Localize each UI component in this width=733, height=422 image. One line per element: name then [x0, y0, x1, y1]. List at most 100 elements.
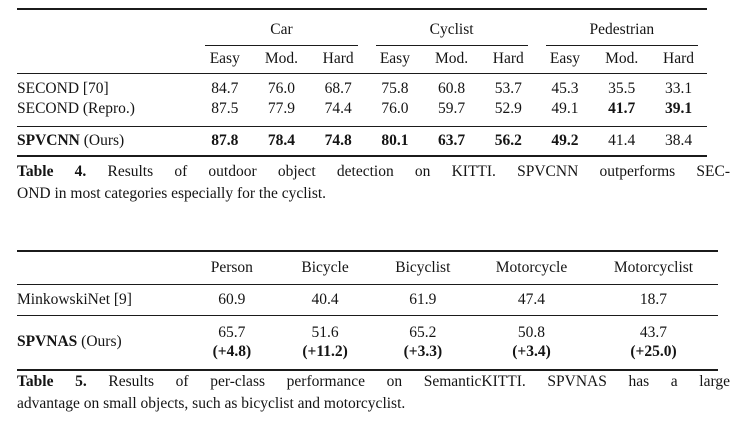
value-cell: 33.1	[664, 80, 693, 97]
value: 43.7	[639, 324, 668, 341]
table4-group-car: Car	[196, 9, 366, 46]
group-label-cyclist: Cyclist	[375, 10, 528, 46]
row-label: MinkowskiNet [9]	[17, 284, 186, 316]
method-suffix: (Ours)	[77, 333, 122, 350]
table-row-second: SECOND [70] 84.7 76.0 68.7 75.8 60.8 53.…	[17, 74, 707, 100]
value-cell: 60.9	[185, 284, 279, 316]
table-row-minkowskinet: MinkowskiNet [9] 60.9 40.4 61.9 47.4 18.…	[17, 284, 718, 316]
table4-caption-text1: Results of outdoor object detection on K…	[86, 163, 730, 180]
group-label-pedestrian: Pedestrian	[545, 10, 698, 46]
value-cell: 59.7	[423, 99, 480, 127]
value-cell: 52.9	[479, 99, 537, 127]
value-cell: 50.8 (+3.4)	[474, 316, 589, 371]
value-cell: 49.1	[536, 99, 594, 127]
col-header: Bicycle	[278, 251, 372, 285]
value-cell: 65.7 (+4.8)	[185, 316, 278, 371]
value-cell: 39.1	[650, 99, 707, 127]
table4-group-pedestrian: Pedestrian	[537, 9, 707, 46]
col-header: Hard	[650, 46, 707, 74]
row-label: SECOND [70]	[17, 80, 109, 97]
value-cell: 56.2	[494, 132, 522, 149]
table4-grid: Car Cyclist Pedestrian Easy Mod. Hard Ea…	[17, 8, 707, 157]
improvement-delta: (+4.8)	[212, 343, 252, 360]
table4: Car Cyclist Pedestrian Easy Mod. Hard Ea…	[17, 8, 707, 157]
col-header: Bicyclist	[371, 251, 475, 285]
table4-corner-cell	[17, 9, 196, 46]
value-cell: 45.3	[551, 80, 579, 97]
value-cell: 41.7	[593, 99, 651, 127]
col-header: Mod.	[253, 46, 310, 74]
method-name: SPVCNN	[17, 132, 80, 149]
improvement-delta: (+25.0)	[630, 343, 677, 360]
value: 51.6	[311, 324, 339, 341]
value-cell: 65.2 (+3.3)	[372, 316, 474, 371]
table5-caption-line1: Table 5. Results of per-class performanc…	[17, 371, 730, 393]
value-cell: 77.9	[253, 99, 310, 127]
table5-grid: Person Bicycle Bicyclist Motorcycle Moto…	[17, 250, 718, 371]
improvement-delta: (+3.4)	[512, 343, 551, 360]
value-cell: 43.7 (+25.0)	[589, 316, 718, 371]
method-suffix: (Ours)	[79, 132, 125, 149]
value-cell: 87.8	[211, 132, 239, 149]
table4-group-header-row: Car Cyclist Pedestrian	[17, 9, 707, 46]
value-cell: 76.0	[267, 80, 296, 97]
table5-caption-tag: Table 5.	[17, 373, 87, 390]
table5-corner-cell	[17, 251, 186, 285]
table5: Person Bicycle Bicyclist Motorcycle Moto…	[17, 250, 718, 371]
value-cell: 63.7	[438, 132, 466, 149]
value-cell: 41.4	[608, 132, 636, 149]
value-cell: 60.8	[438, 80, 466, 97]
table4-group-cyclist: Cyclist	[367, 9, 537, 46]
table-row-second-repro: SECOND (Repro.) 87.5 77.9 74.4 76.0 59.7…	[17, 99, 707, 127]
value: 50.8	[517, 324, 546, 341]
group-label-car: Car	[205, 10, 358, 46]
row-label: SECOND (Repro.)	[17, 99, 197, 127]
col-header: Motorcyclist	[588, 251, 718, 285]
improvement-delta: (+3.3)	[403, 343, 443, 360]
col-header: Mod.	[423, 46, 480, 74]
col-header: Mod.	[593, 46, 651, 74]
value-cell: 18.7	[588, 284, 718, 316]
value-cell: 61.9	[371, 284, 475, 316]
col-header: Easy	[366, 46, 424, 74]
col-header: Motorcycle	[474, 251, 589, 285]
row-label: SPVCNN (Ours)	[17, 127, 196, 157]
table4-caption: Table 4. Results of outdoor object detec…	[17, 161, 730, 204]
value-cell: 51.6 (+11.2)	[278, 316, 371, 371]
table4-caption-line2: OND in most categories especially for th…	[17, 184, 327, 202]
table4-subheader-empty	[17, 46, 197, 74]
value-cell: 78.4	[267, 132, 296, 149]
col-header: Easy	[536, 46, 594, 74]
row-label: SPVNAS (Ours)	[17, 316, 185, 371]
value-cell: 38.4	[664, 132, 693, 149]
method-name: SPVNAS	[17, 333, 78, 350]
value-cell: 75.8	[381, 80, 409, 97]
table-row-spvcnn: SPVCNN (Ours) 87.8 78.4 74.8 80.1 63.7 5…	[17, 127, 707, 157]
value-cell: 49.2	[551, 132, 579, 149]
value-cell: 47.4	[474, 284, 589, 316]
value-cell: 84.7	[211, 80, 239, 97]
value-cell: 35.5	[608, 80, 636, 97]
table-row-spvnas: SPVNAS (Ours) 65.7 (+4.8) 51.6 (+11.2) 6…	[17, 316, 718, 371]
value-cell: 40.4	[278, 284, 372, 316]
value-cell: 74.4	[309, 99, 367, 127]
value-cell: 76.0	[366, 99, 424, 127]
value-cell: 68.7	[324, 80, 352, 97]
table5-header-row: Person Bicycle Bicyclist Motorcycle Moto…	[17, 251, 718, 285]
col-header: Hard	[479, 46, 537, 74]
table4-subheader-row: Easy Mod. Hard Easy Mod. Hard Easy Mod. …	[17, 46, 707, 74]
value-cell: 74.8	[324, 132, 352, 149]
table4-caption-line1: Table 4. Results of outdoor object detec…	[17, 161, 730, 183]
value: 65.2	[409, 324, 437, 341]
improvement-delta: (+11.2)	[302, 343, 348, 360]
table5-caption-text1: Results of per-class performance on Sema…	[86, 373, 730, 390]
value-cell: 80.1	[381, 132, 409, 149]
col-header: Person	[185, 251, 279, 285]
col-header: Easy	[196, 46, 254, 74]
table4-caption-tag: Table 4.	[17, 163, 87, 180]
value-cell: 87.5	[196, 99, 254, 127]
table5-caption: Table 5. Results of per-class performanc…	[17, 371, 730, 414]
value-cell: 53.7	[494, 80, 522, 97]
value: 65.7	[218, 324, 246, 341]
